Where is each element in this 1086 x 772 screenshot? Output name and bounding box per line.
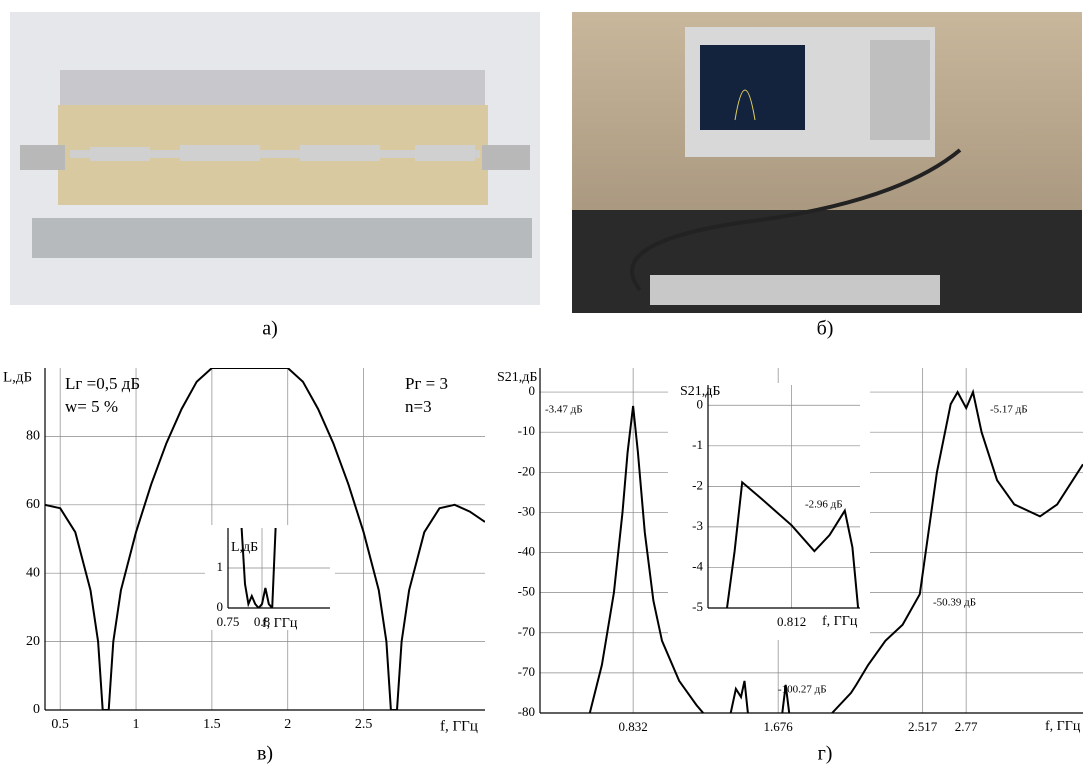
annotation: Lг =0,5 дБ	[65, 374, 140, 393]
chart: 0 1 0.75 0.8 L,дБ f, ГГц	[205, 525, 335, 631]
annotation: -5.17 дБ	[990, 404, 1028, 416]
y-tick-label: -70	[518, 664, 535, 679]
x-tick-label: 0.75	[217, 614, 240, 629]
x-axis-label: f, ГГц	[822, 614, 858, 629]
x-tick-label: 0.832	[619, 719, 648, 734]
y-tick-label: 20	[26, 634, 40, 649]
y-tick-label: 0	[33, 702, 40, 717]
y-tick-label: -1	[692, 437, 703, 452]
annotation: -2.96 дБ	[805, 499, 843, 511]
y-axis-label: S21,дБ	[680, 384, 720, 399]
x-tick-label: 1.676	[764, 719, 794, 734]
inset-background	[668, 383, 870, 640]
x-tick-label: 0.8	[254, 614, 270, 629]
y-tick-label: -10	[518, 423, 535, 438]
x-tick-label: 2	[284, 717, 291, 732]
data-line	[240, 528, 277, 608]
y-tick-label: 60	[26, 497, 40, 512]
chart: -5 -4 -3 -2 -1 0 0.812 S21,дБ f, ГГц -2.96 дБ	[668, 383, 870, 640]
annotation: -100.27 дБ	[778, 684, 827, 696]
y-tick-label: 0	[697, 396, 704, 411]
y-tick-label: -5	[692, 599, 703, 614]
y-tick-label: 0	[529, 383, 536, 398]
y-tick-label: -20	[518, 463, 535, 478]
y-tick-label: -4	[692, 558, 703, 573]
caption: г)	[818, 743, 833, 765]
y-tick-label: -3	[692, 518, 703, 533]
x-tick-label: 1	[133, 717, 140, 732]
y-tick-label: -80	[518, 704, 535, 719]
x-tick-label: 0.5	[51, 717, 69, 732]
y-tick-label: -30	[518, 503, 535, 518]
x-tick-label: 2.77	[955, 719, 978, 734]
x-axis-label: f, ГГц	[1045, 719, 1081, 734]
photo-filter	[10, 12, 540, 305]
x-tick-label: 2.517	[908, 719, 938, 734]
annotation: w= 5 %	[65, 397, 118, 416]
x-axis-label: f, ГГц	[440, 718, 478, 734]
photo-setup	[572, 12, 1082, 313]
y-tick-label: -70	[518, 624, 535, 639]
y-tick-label: -2	[692, 477, 703, 492]
y-tick-label: 1	[217, 559, 224, 574]
inset-background	[205, 525, 335, 630]
x-tick-label: 1.5	[203, 717, 221, 732]
y-tick-label: 80	[26, 429, 40, 444]
y-tick-label: 40	[26, 565, 40, 580]
y-axis-label: S21,дБ	[497, 370, 537, 385]
x-tick-label: 0.812	[777, 614, 806, 629]
y-tick-label: -40	[518, 544, 535, 559]
x-tick-label: 2.5	[355, 717, 373, 732]
annotation: -50.39 дБ	[933, 597, 976, 609]
annotation: n=3	[405, 397, 432, 416]
caption: б)	[817, 318, 834, 340]
y-axis-label: L,дБ	[231, 540, 258, 555]
caption: а)	[262, 318, 278, 340]
data-line	[45, 368, 485, 710]
annotation: Pг = 3	[405, 374, 448, 393]
y-tick-label: 0	[217, 599, 224, 614]
caption: в)	[257, 743, 273, 765]
annotation: -3.47 дБ	[545, 404, 583, 416]
x-axis-label: f, ГГц	[262, 616, 298, 631]
data-line	[726, 480, 860, 608]
y-axis-label: L,дБ	[3, 369, 32, 385]
y-tick-label: -50	[518, 584, 535, 599]
data-line	[588, 388, 1083, 713]
